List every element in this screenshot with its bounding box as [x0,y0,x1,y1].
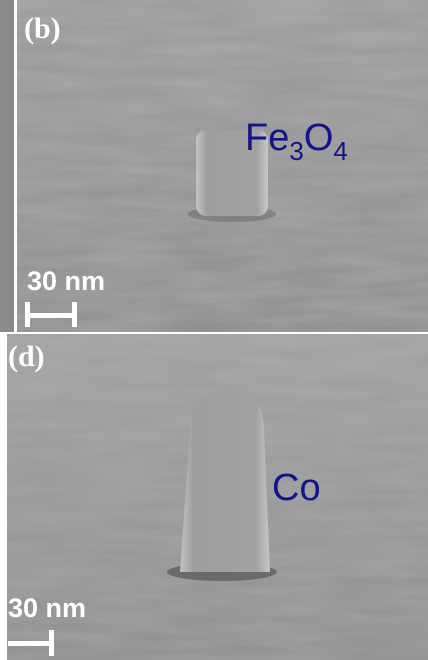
formula-part: O [304,117,334,159]
border [0,0,14,332]
scale-bar-label: 30 nm [27,266,105,296]
pillar [180,390,270,572]
formula-part: Fe [245,117,289,159]
formula-sub: 3 [289,136,303,166]
figure: (b) Fe3O4 30 nm (d) Co 30 nm [0,0,428,660]
divider [0,332,428,334]
scale-bar-label: 30 nm [8,593,86,623]
panel-d: (d) Co 30 nm [0,334,428,660]
formula-part: Co [272,467,321,509]
panel-label: (d) [8,340,45,373]
border [0,334,7,660]
formula-sub: 4 [333,136,347,166]
material-label: Co [272,467,321,509]
panel-b: (b) Fe3O4 30 nm [0,0,428,332]
panel-label: (b) [24,12,61,45]
border-line [14,0,17,332]
